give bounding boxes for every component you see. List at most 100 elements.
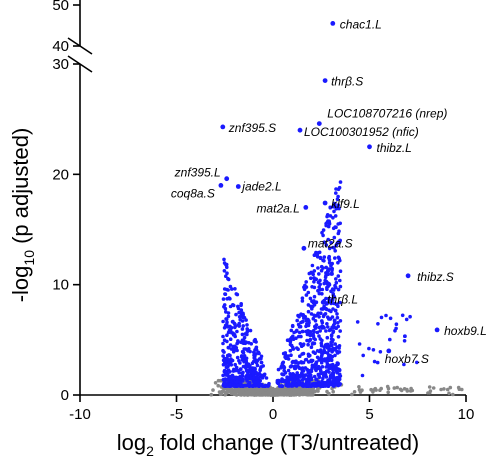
- significant-point: [332, 295, 337, 299]
- significant-point: [286, 354, 290, 358]
- nonsignificant-point: [209, 392, 214, 397]
- significant-point: [337, 185, 342, 190]
- gene-label: hoxb7.S: [385, 352, 429, 366]
- significant-point: [238, 380, 242, 384]
- significant-point: [336, 255, 341, 260]
- significant-point: [312, 269, 317, 273]
- nonsignificant-point: [456, 385, 461, 390]
- significant-point: [308, 353, 312, 358]
- significant-point: [237, 315, 242, 319]
- significant-point: [315, 355, 320, 360]
- significant-point: [330, 315, 335, 319]
- nonsignificant-point: [296, 387, 301, 391]
- significant-point: [388, 316, 393, 321]
- y-tick-label: 30: [52, 56, 69, 73]
- significant-point: [242, 335, 247, 340]
- significant-point: [325, 213, 330, 217]
- significant-point: [310, 263, 315, 268]
- significant-point: [286, 368, 291, 373]
- nonsignificant-point: [448, 385, 453, 390]
- significant-point: [332, 318, 337, 323]
- significant-point: [224, 310, 228, 314]
- labeled-point: [220, 124, 226, 130]
- gene-label: chac1.L: [340, 17, 382, 31]
- significant-point: [329, 337, 334, 341]
- labeled-point: [218, 183, 224, 188]
- significant-point: [284, 383, 289, 388]
- significant-point: [296, 379, 300, 384]
- significant-point: [324, 243, 329, 247]
- significant-point: [335, 197, 340, 201]
- significant-point: [336, 274, 341, 278]
- significant-point: [336, 379, 340, 384]
- significant-point: [305, 367, 310, 372]
- significant-point: [332, 209, 336, 214]
- significant-point: [227, 359, 231, 364]
- significant-point: [332, 245, 336, 250]
- nonsignificant-point: [225, 391, 229, 395]
- gene-label: jade2.L: [240, 180, 281, 194]
- significant-point: [309, 376, 314, 380]
- nonsignificant-point: [427, 385, 432, 389]
- significant-point: [332, 377, 336, 381]
- significant-point: [262, 384, 267, 389]
- significant-point: [311, 350, 316, 354]
- significant-point: [313, 364, 318, 369]
- y-tick-label: 10: [52, 277, 69, 294]
- significant-point: [325, 307, 329, 312]
- significant-point: [230, 320, 235, 324]
- significant-point: [316, 288, 320, 293]
- nonsignificant-point: [395, 385, 400, 390]
- significant-point: [237, 321, 241, 326]
- nonsignificant-point: [451, 392, 455, 397]
- significant-point: [325, 360, 329, 364]
- nonsignificant-point: [233, 389, 238, 393]
- significant-point: [336, 260, 340, 265]
- significant-point: [221, 334, 225, 339]
- significant-point: [224, 274, 228, 279]
- significant-point: [235, 383, 240, 388]
- significant-point: [223, 382, 227, 386]
- significant-point: [338, 278, 342, 283]
- significant-point: [320, 326, 325, 330]
- significant-point: [357, 342, 362, 346]
- significant-point: [301, 373, 306, 377]
- significant-point: [327, 257, 332, 262]
- significant-point: [291, 334, 295, 339]
- significant-point: [327, 383, 332, 387]
- significant-point: [226, 276, 230, 281]
- significant-point: [254, 361, 259, 365]
- significant-point: [294, 383, 299, 387]
- significant-point: [331, 216, 335, 220]
- significant-point: [317, 291, 322, 296]
- significant-point: [316, 266, 320, 270]
- y-tick-label: 50: [52, 0, 69, 14]
- significant-point: [223, 292, 228, 297]
- nonsignificant-point: [217, 390, 222, 394]
- significant-point: [310, 358, 315, 363]
- significant-point: [326, 224, 331, 229]
- significant-point: [330, 325, 334, 330]
- significant-point: [240, 327, 245, 331]
- significant-point: [318, 255, 323, 260]
- significant-point: [326, 325, 330, 329]
- significant-point: [309, 384, 313, 388]
- significant-point: [231, 303, 235, 307]
- significant-point: [338, 269, 343, 274]
- significant-point: [234, 292, 239, 296]
- significant-point: [329, 333, 334, 337]
- significant-point: [226, 314, 231, 319]
- significant-point: [221, 319, 225, 324]
- significant-point: [328, 374, 333, 378]
- significant-point: [225, 333, 229, 338]
- significant-point: [221, 354, 225, 358]
- significant-point: [325, 335, 330, 340]
- y-tick-label: 40: [52, 38, 69, 55]
- significant-point: [384, 313, 388, 318]
- significant-point: [226, 377, 230, 381]
- significant-point: [253, 337, 257, 342]
- significant-point: [326, 284, 331, 289]
- nonsignificant-point: [263, 387, 267, 392]
- nonsignificant-point: [398, 387, 403, 392]
- significant-point: [321, 233, 325, 238]
